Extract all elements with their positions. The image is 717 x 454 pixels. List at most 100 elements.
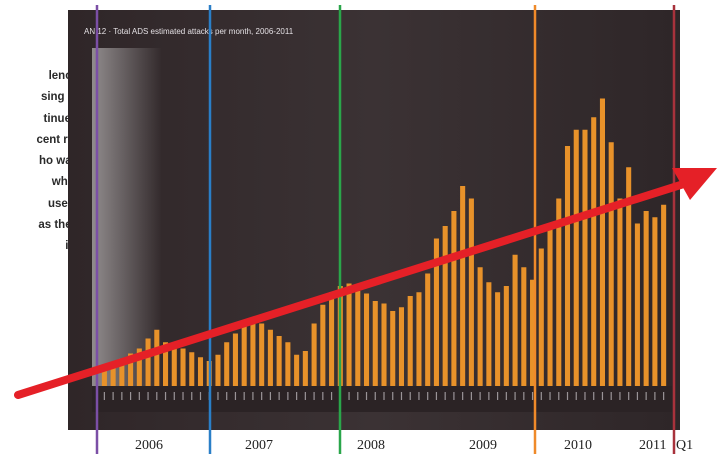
x-tick-mark: [584, 392, 585, 400]
x-tick-mark: [418, 392, 419, 400]
bar: [329, 292, 334, 386]
bar: [416, 292, 421, 386]
bar: [565, 146, 570, 386]
bar: [399, 307, 404, 386]
bar: [609, 142, 614, 386]
x-tick-mark: [191, 392, 192, 400]
x-tick-mark: [628, 392, 629, 400]
x-tick-mark: [357, 392, 358, 400]
year-label-2007: 2007: [245, 438, 273, 453]
bar: [364, 294, 369, 387]
x-tick-mark: [410, 392, 411, 400]
x-tick-mark: [392, 392, 393, 400]
bar: [539, 249, 544, 387]
x-tick-mark: [174, 392, 175, 400]
year-label-2010: 2010: [564, 438, 592, 453]
plot-glare: [92, 48, 162, 388]
bar: [478, 267, 483, 386]
bar: [285, 342, 290, 386]
x-tick-mark: [375, 392, 376, 400]
bar: [154, 330, 159, 386]
x-tick-mark: [139, 392, 140, 400]
bar: [521, 267, 526, 386]
bar: [582, 130, 587, 386]
x-tick-mark: [261, 392, 262, 400]
bar: [635, 224, 640, 387]
x-tick-mark: [200, 392, 201, 400]
bar: [600, 99, 605, 387]
bar: [513, 255, 518, 386]
x-tick-mark: [366, 392, 367, 400]
bar: [408, 296, 413, 386]
x-tick-mark: [445, 392, 446, 400]
x-tick-mark: [611, 392, 612, 400]
bar: [661, 205, 666, 386]
bar: [652, 217, 657, 386]
x-tick-mark: [322, 392, 323, 400]
bar: [242, 326, 247, 386]
bar: [495, 292, 500, 386]
x-tick-mark: [576, 392, 577, 400]
bar: [574, 130, 579, 386]
x-tick-mark: [663, 392, 664, 400]
bar: [373, 301, 378, 386]
chart-title: AN 12 · Total ADS estimated attacks per …: [84, 27, 294, 36]
bar: [451, 211, 456, 386]
year-label-2008: 2008: [357, 438, 385, 453]
bar: [381, 304, 386, 387]
x-tick-mark: [602, 392, 603, 400]
x-tick-mark: [270, 392, 271, 400]
bar: [312, 324, 317, 387]
x-tick-mark: [497, 392, 498, 400]
bar: [390, 311, 395, 386]
x-tick-mark: [104, 392, 105, 400]
bar: [486, 282, 491, 386]
x-tick-mark: [401, 392, 402, 400]
year-label-2009: 2009: [469, 438, 497, 453]
bar: [198, 357, 203, 386]
bar: [644, 211, 649, 386]
bar: [189, 352, 194, 386]
x-tick-mark: [637, 392, 638, 400]
x-tick-mark: [113, 392, 114, 400]
bar: [469, 199, 474, 387]
x-tick-mark: [488, 392, 489, 400]
bar: [250, 321, 255, 386]
x-tick-mark: [165, 392, 166, 400]
x-tick-mark: [182, 392, 183, 400]
x-tick-mark: [427, 392, 428, 400]
bar: [425, 274, 430, 387]
bar: [146, 339, 151, 387]
x-tick-mark: [654, 392, 655, 400]
x-tick-mark: [305, 392, 306, 400]
x-tick-mark: [235, 392, 236, 400]
x-tick-mark: [462, 392, 463, 400]
x-tick-mark: [296, 392, 297, 400]
bar: [294, 355, 299, 386]
year-label-2011: 2011: [639, 438, 666, 453]
x-tick-mark: [567, 392, 568, 400]
bar: [591, 117, 596, 386]
x-tick-mark: [619, 392, 620, 400]
x-tick-mark: [156, 392, 157, 400]
bar: [303, 351, 308, 386]
bar: [277, 336, 282, 386]
bar: [172, 346, 177, 386]
x-tick-mark: [244, 392, 245, 400]
x-tick-mark: [514, 392, 515, 400]
x-tick-mark: [549, 392, 550, 400]
x-tick-mark: [383, 392, 384, 400]
bar: [548, 224, 553, 387]
x-tick-mark: [226, 392, 227, 400]
x-tick-mark: [287, 392, 288, 400]
x-tick-mark: [348, 392, 349, 400]
x-tick-mark: [436, 392, 437, 400]
bar: [504, 286, 509, 386]
x-tick-mark: [532, 392, 533, 400]
bar: [268, 330, 273, 386]
bar: [320, 305, 325, 386]
bar: [355, 291, 360, 386]
bar: [233, 334, 238, 387]
x-tick-mark: [593, 392, 594, 400]
bar: [180, 349, 185, 387]
